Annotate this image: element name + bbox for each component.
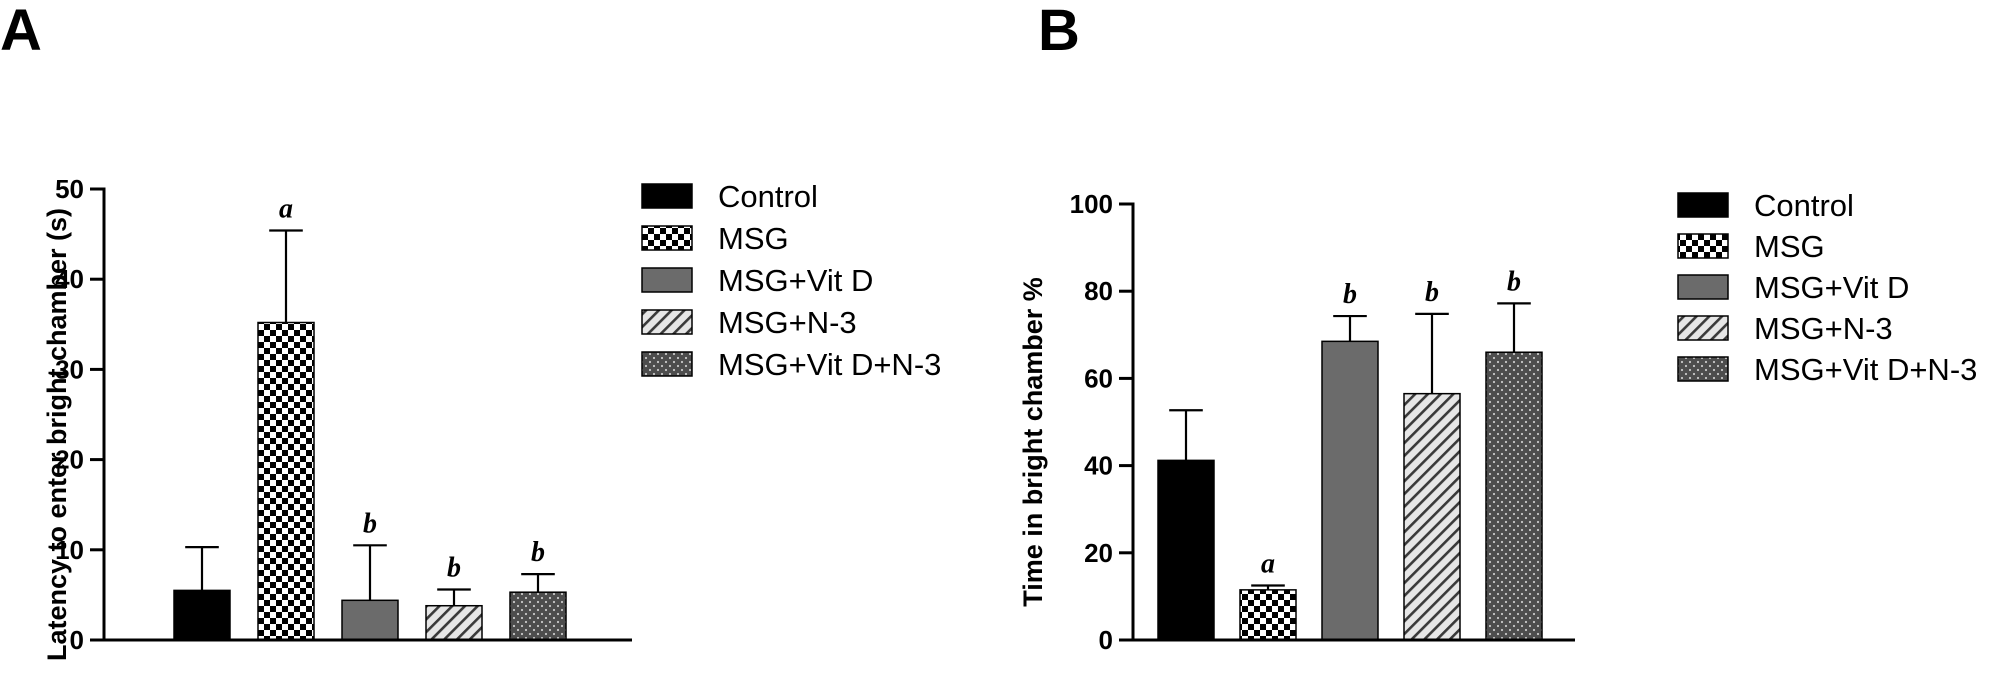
panel-a-bar-2 — [341, 599, 399, 641]
panel-b-legend-swatch-3 — [1677, 315, 1729, 341]
panel-b-y-tick-label-0: 0 — [1099, 625, 1113, 655]
panel-a-y-tick-label-1: 10 — [55, 535, 84, 565]
panel-a-significance-2: b — [363, 508, 377, 539]
panel-a-legend-label-1: MSG — [718, 221, 789, 256]
panel-b-bar-0 — [1157, 459, 1215, 641]
panel-a-y-tick-label-4: 40 — [55, 264, 84, 294]
panel-b-bar-4 — [1485, 351, 1543, 641]
panel-b-y-tick-label-5: 100 — [1070, 189, 1113, 219]
panel-b-y-axis-label: Time in bright chamber % — [1018, 277, 1048, 607]
panel-b-legend-label-1: MSG — [1754, 229, 1825, 264]
panel-a-y-tick-label-3: 30 — [55, 354, 84, 384]
panel-a-legend-swatch-3 — [641, 309, 693, 335]
panel-a-y-tick-label-2: 20 — [55, 445, 84, 475]
panel-a-significance-3: b — [447, 552, 461, 583]
panel-b-legend-label-3: MSG+N-3 — [1754, 311, 1893, 346]
panel-b-legend-label-2: MSG+Vit D — [1754, 270, 1909, 305]
panel-b-y-tick-label-1: 20 — [1084, 538, 1113, 568]
panel-b-bar-1 — [1239, 589, 1297, 641]
panel-a-legend-label-2: MSG+Vit D — [718, 263, 873, 298]
panel-b-legend: Control MSG MSG+Vit D MSG+N-3 MSG+Vit D+N-3 — [1677, 188, 1977, 387]
panel-a-legend-swatch-1 — [641, 225, 693, 251]
panel-b-significance-4: b — [1507, 266, 1521, 297]
panel-b-y-tick-label-4: 80 — [1084, 276, 1113, 306]
panel-b: B a b b b 0 20 40 60 80 100 Time in bright chamber… — [1018, 0, 1977, 655]
panel-a-plot: a b b b 0 10 20 30 40 50 Latency to enter bright c… — [42, 174, 632, 661]
panel-a-significance-1: a — [279, 193, 293, 224]
panel-b-significance-3: b — [1425, 277, 1439, 308]
panel-b-legend-label-4: MSG+Vit D+N-3 — [1754, 352, 1977, 387]
panel-b-legend-swatch-1 — [1677, 233, 1729, 259]
panel-b-letter: B — [1038, 0, 1080, 63]
panel-b-plot: a b b b 0 20 40 60 80 100 Time in bright chamber % — [1018, 189, 1575, 655]
panel-b-significance-1: a — [1261, 549, 1275, 580]
panel-a-legend-swatch-2 — [641, 267, 693, 293]
panel-b-bar-3 — [1403, 392, 1461, 641]
panel-a-bar-0 — [173, 589, 231, 641]
panel-a-letter: A — [0, 0, 42, 63]
panel-a-bar-1 — [257, 321, 315, 641]
panel-a-legend: Control MSG MSG+Vit D MSG+N-3 MSG+Vit D+N-3 — [641, 179, 941, 382]
panel-b-legend-swatch-2 — [1677, 274, 1729, 300]
panel-a-legend-label-4: MSG+Vit D+N-3 — [718, 347, 941, 382]
panel-a-y-tick-label-0: 0 — [70, 625, 84, 655]
panel-b-significance-2: b — [1343, 279, 1357, 310]
panel-b-bar-2 — [1321, 340, 1379, 641]
panel-b-legend-swatch-4 — [1677, 356, 1729, 382]
panel-b-legend-label-0: Control — [1754, 188, 1854, 223]
panel-a-y-tick-label-5: 50 — [55, 174, 84, 204]
panel-a-legend-swatch-0 — [641, 183, 693, 209]
panel-a-legend-swatch-4 — [641, 351, 693, 377]
panel-b-y-tick-label-3: 60 — [1084, 363, 1113, 393]
panel-a-bar-3 — [425, 604, 483, 641]
panel-a: A a b b b 0 10 20 30 40 50 Latency to enter bright… — [0, 0, 941, 661]
panel-a-legend-label-3: MSG+N-3 — [718, 305, 857, 340]
panel-a-y-axis-label: Latency to enter bright chamber (s) — [42, 208, 72, 661]
panel-b-y-tick-label-2: 40 — [1084, 451, 1113, 481]
panel-a-significance-4: b — [531, 537, 545, 568]
panel-a-bar-4 — [509, 591, 567, 641]
panel-a-legend-label-0: Control — [718, 179, 818, 214]
panel-b-legend-swatch-0 — [1677, 192, 1729, 218]
